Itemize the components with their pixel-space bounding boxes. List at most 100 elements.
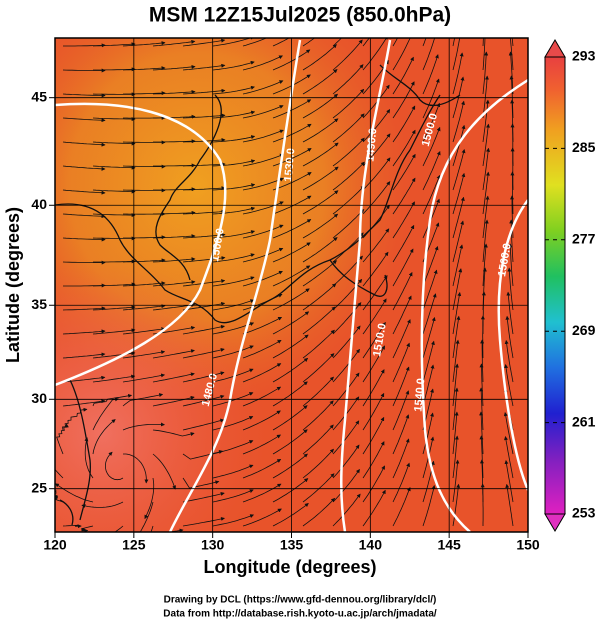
- streamline: [482, 75, 489, 119]
- y-tick-label: 25: [31, 479, 47, 495]
- streamline: [505, 315, 514, 359]
- streamline: [272, 242, 311, 263]
- streamline: [392, 129, 416, 167]
- streamline: [482, 243, 488, 287]
- contour-label: 1510.0: [371, 322, 389, 357]
- streamline: [150, 525, 184, 532]
- streamline: [62, 375, 106, 383]
- streamline: [482, 38, 484, 47]
- streamline: [302, 213, 339, 239]
- streamline: [362, 321, 386, 359]
- streamline: [92, 393, 133, 407]
- streamline: [152, 39, 196, 47]
- streamline: [92, 397, 120, 431]
- streamline: [422, 150, 441, 191]
- streamline: [362, 345, 385, 383]
- streamline: [212, 183, 256, 191]
- streamline: [212, 392, 254, 407]
- streamline: [505, 483, 514, 527]
- streamline: [452, 38, 456, 47]
- y-tick-label: 40: [31, 196, 47, 212]
- streamline: [504, 339, 514, 383]
- streamline: [272, 195, 312, 215]
- streamline: [362, 38, 388, 71]
- streamline: [332, 185, 365, 215]
- streamline: [242, 129, 284, 143]
- streamline: [62, 68, 106, 73]
- streamline: [92, 213, 136, 218]
- x-tick-label: 145: [437, 537, 461, 553]
- streamline: [212, 60, 255, 71]
- streamline: [152, 453, 176, 490]
- streamline: [272, 429, 308, 455]
- streamline: [92, 305, 136, 311]
- streamline: [242, 363, 282, 383]
- contour-label: 1500.0: [209, 227, 227, 262]
- streamline: [152, 429, 195, 437]
- streamline: [182, 162, 226, 167]
- streamline: [55, 490, 64, 503]
- streamline: [482, 38, 486, 71]
- x-tick-label: 140: [359, 537, 383, 553]
- streamline: [122, 422, 165, 431]
- streamline: [503, 412, 514, 455]
- streamline: [182, 186, 226, 191]
- streamline: [503, 436, 514, 479]
- streamline: [392, 414, 410, 455]
- streamline: [332, 493, 361, 527]
- streamline: [84, 437, 94, 479]
- streamline: [452, 38, 461, 71]
- streamline: [182, 256, 226, 263]
- streamline: [104, 451, 124, 481]
- streamline: [212, 135, 256, 143]
- streamline: [362, 489, 386, 527]
- colorbar-min-arrow: [544, 513, 566, 532]
- streamline: [392, 56, 414, 95]
- streamline: [139, 501, 154, 532]
- streamline: [362, 251, 389, 287]
- streamline: [153, 139, 196, 144]
- streamline: [422, 54, 439, 95]
- streamline: [452, 196, 465, 239]
- streamline: [509, 219, 514, 263]
- streamline: [92, 419, 116, 455]
- streamline: [480, 483, 485, 526]
- streamline: [212, 416, 254, 431]
- streamline: [332, 348, 360, 383]
- streamline: [242, 483, 282, 503]
- streamline: [122, 350, 166, 359]
- streamline: [212, 206, 256, 215]
- streamline: [182, 394, 225, 407]
- streamline: [62, 141, 106, 147]
- streamline: [392, 342, 410, 383]
- streamline: [422, 38, 427, 47]
- streamline: [152, 234, 196, 239]
- streamline: [452, 459, 460, 503]
- streamline: [182, 450, 224, 460]
- credit-line: Drawing by DCL (https://www.gfd-dennou.o…: [164, 595, 437, 606]
- streamline: [242, 316, 283, 335]
- streamline: [212, 464, 254, 479]
- streamline: [362, 369, 385, 407]
- streamline: [153, 210, 196, 215]
- streamline: [81, 525, 94, 532]
- axes: 120 125 130 135 140 145 150 25 30 35 40 45: [31, 38, 540, 553]
- x-tick-label: 120: [43, 537, 67, 553]
- streamline: [212, 159, 256, 167]
- streamline: [302, 329, 335, 359]
- streamline: [504, 459, 514, 503]
- y-tick-label: 30: [31, 390, 47, 406]
- streamline: [62, 524, 82, 529]
- streamline: [272, 148, 312, 167]
- streamline: [332, 39, 363, 71]
- streamline: [362, 109, 391, 143]
- streamline: [332, 325, 361, 359]
- streamline: [182, 324, 225, 335]
- streamline: [392, 390, 410, 431]
- x-axis-label: Longitude (degrees): [203, 557, 376, 577]
- streamline: [122, 281, 166, 287]
- streamline: [152, 64, 196, 71]
- streamline: [182, 209, 226, 215]
- colorbar-tick-label: 293: [572, 48, 596, 64]
